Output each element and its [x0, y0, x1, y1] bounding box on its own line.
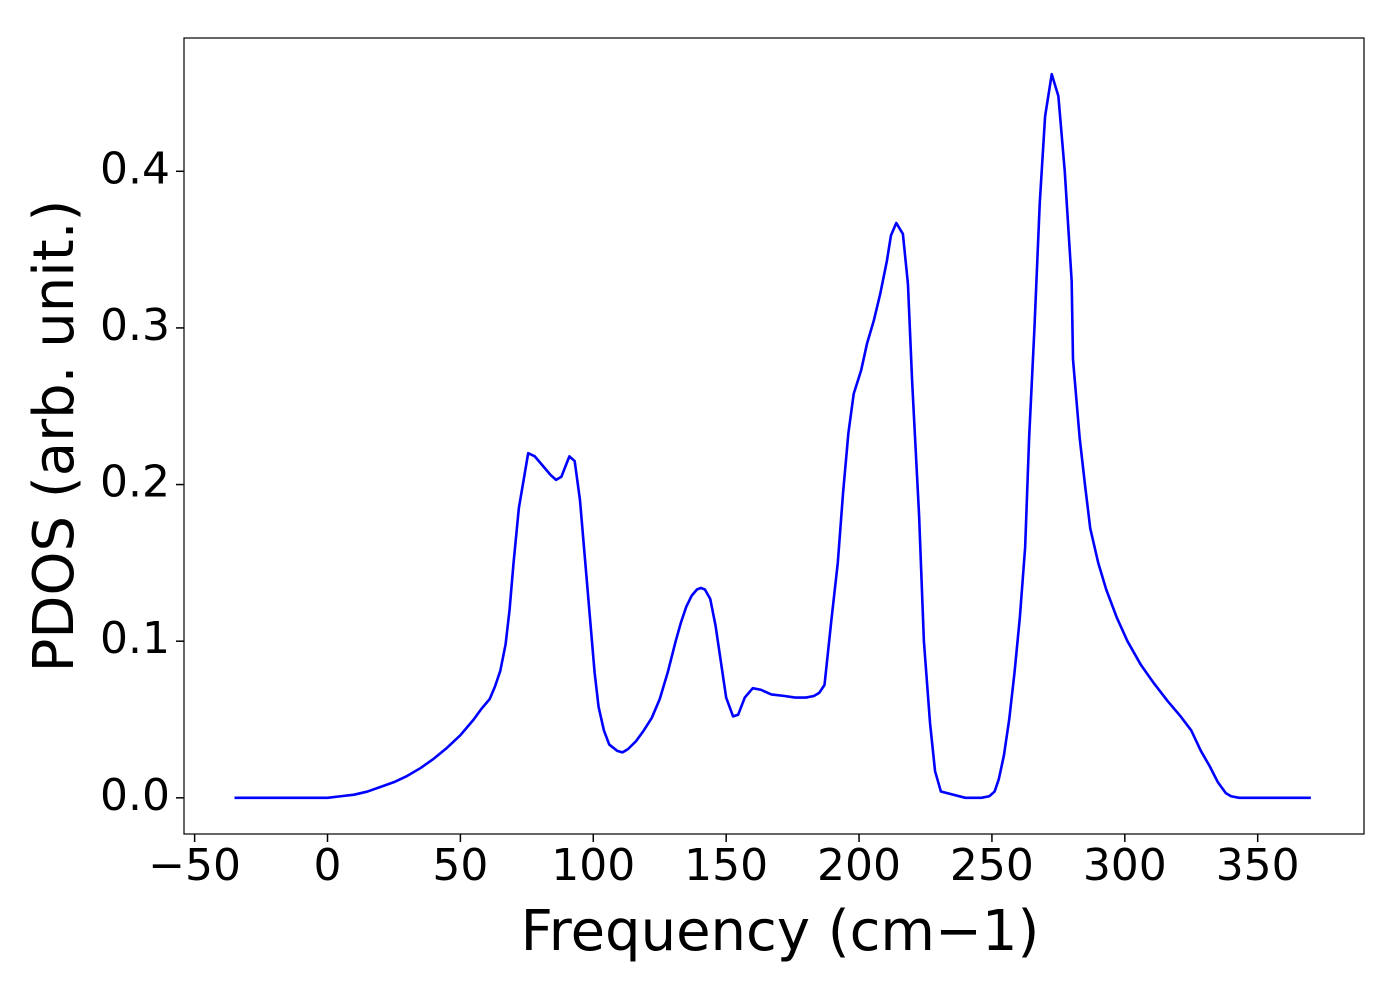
data-line: [234, 72, 1311, 800]
x-tick-label: 150: [684, 840, 768, 891]
x-axis-label: Frequency (cm−1): [521, 899, 1040, 964]
x-tick-label: 0: [314, 840, 342, 891]
y-tick-label: 0.0: [100, 770, 170, 821]
x-tick-label: 250: [950, 840, 1034, 891]
plot-frame: [183, 37, 1365, 835]
y-tick-label: 0.2: [100, 457, 170, 508]
y-tick-label: 0.1: [100, 613, 170, 664]
x-tick-label: 100: [551, 840, 635, 891]
y-tick-label: 0.3: [100, 300, 170, 351]
x-tick-label: 200: [817, 840, 901, 891]
x-tick-label: 50: [432, 840, 488, 891]
y-tick-label: 0.4: [100, 143, 170, 194]
x-tick-label: −50: [148, 840, 241, 891]
x-tick-label: 350: [1216, 840, 1300, 891]
y-axis-label: PDOS (arb. unit.): [22, 200, 87, 673]
x-tick-label: 300: [1083, 840, 1167, 891]
